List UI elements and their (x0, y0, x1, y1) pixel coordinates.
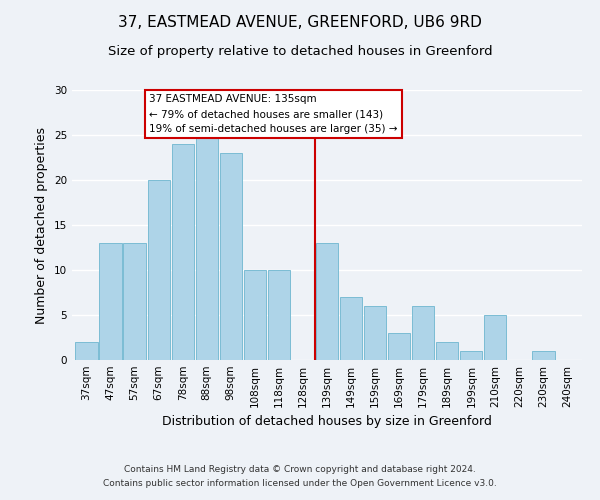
Bar (268, 270, 290, 360)
Bar (460, 351, 482, 360)
Bar (436, 342, 458, 360)
Bar (316, 243, 338, 360)
Bar (484, 315, 506, 360)
Bar (148, 180, 170, 360)
Bar (172, 144, 194, 360)
Bar (388, 333, 410, 360)
Bar (100, 243, 122, 360)
Bar (196, 135, 218, 360)
Bar (364, 306, 386, 360)
X-axis label: Distribution of detached houses by size in Greenford: Distribution of detached houses by size … (162, 416, 492, 428)
Bar (76, 342, 98, 360)
Bar (124, 243, 146, 360)
Text: Size of property relative to detached houses in Greenford: Size of property relative to detached ho… (107, 45, 493, 58)
Bar (412, 306, 434, 360)
Bar (220, 153, 242, 360)
Bar (244, 270, 266, 360)
Bar (340, 297, 362, 360)
Text: 37 EASTMEAD AVENUE: 135sqm
← 79% of detached houses are smaller (143)
19% of sem: 37 EASTMEAD AVENUE: 135sqm ← 79% of deta… (149, 94, 397, 134)
Bar (532, 351, 554, 360)
Text: 37, EASTMEAD AVENUE, GREENFORD, UB6 9RD: 37, EASTMEAD AVENUE, GREENFORD, UB6 9RD (118, 15, 482, 30)
Text: Contains HM Land Registry data © Crown copyright and database right 2024.
Contai: Contains HM Land Registry data © Crown c… (103, 466, 497, 487)
Y-axis label: Number of detached properties: Number of detached properties (35, 126, 49, 324)
